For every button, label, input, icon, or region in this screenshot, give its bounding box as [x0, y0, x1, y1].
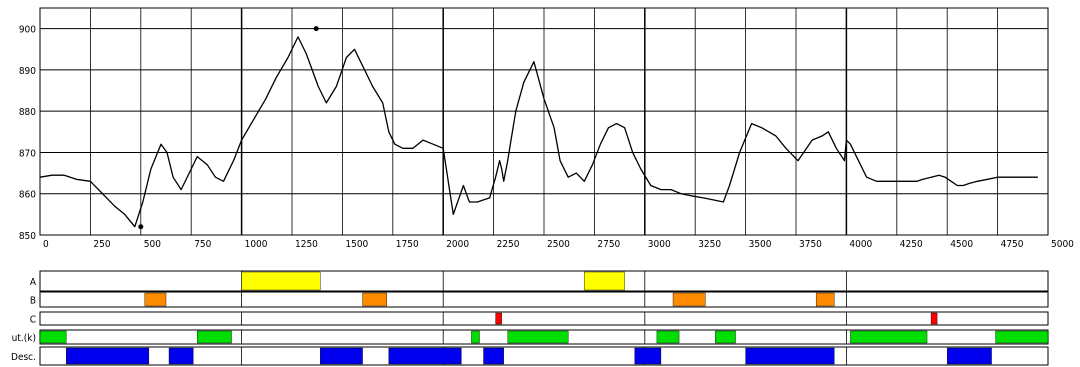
row-segment: [39, 330, 67, 344]
profile-line-series: [39, 26, 1038, 230]
row-segment: [930, 312, 938, 325]
x-tick-label: 3250: [698, 239, 721, 250]
x-tick-label: 3000: [648, 239, 671, 250]
x-tick-label: 4000: [849, 239, 872, 250]
row-segment: [320, 347, 363, 365]
x-tick-label: 2500: [547, 239, 570, 250]
row-segment: [745, 347, 835, 365]
x-tick-label: 4500: [950, 239, 973, 250]
x-tick-label: 250: [93, 239, 110, 250]
chart-grid: [39, 7, 1049, 236]
row-label: B: [30, 296, 36, 307]
row-segment: [483, 347, 504, 365]
row-label: C: [30, 315, 36, 326]
row-segment: [584, 271, 625, 291]
point-marker: [313, 26, 319, 32]
y-tick-label: 880: [19, 107, 36, 118]
row-segment: [495, 312, 502, 325]
y-tick-label: 870: [19, 148, 36, 159]
x-tick-label: 4750: [1001, 239, 1024, 250]
row-segment: [507, 330, 569, 344]
x-tick-label: 3750: [799, 239, 822, 250]
x-tick-label: 1750: [396, 239, 419, 250]
row-segment: [995, 330, 1049, 344]
row-segment: [66, 347, 150, 365]
x-tick-label: 5000: [1051, 239, 1074, 250]
x-tick-label: 1250: [295, 239, 318, 250]
row-label: A: [30, 277, 37, 288]
x-tick-label: 4250: [900, 239, 923, 250]
row-segment: [715, 330, 736, 344]
row-segment: [672, 292, 706, 307]
x-tick-label: 2250: [497, 239, 520, 250]
series-line: [39, 36, 1038, 228]
y-axis-ticks: 850 860 870 880 890 900: [19, 25, 36, 242]
row-frame: [39, 291, 1049, 308]
x-tick-label: 2750: [597, 239, 620, 250]
row-segment: [656, 330, 680, 344]
y-tick-label: 860: [19, 190, 36, 201]
row-segment: [815, 292, 835, 307]
row-frame: [39, 270, 1049, 292]
y-tick-label: 850: [19, 231, 36, 242]
row-segment: [168, 347, 194, 365]
row-segment: [947, 347, 992, 365]
x-tick-label: 1000: [245, 239, 268, 250]
point-marker: [138, 224, 144, 230]
y-tick-label: 890: [19, 66, 36, 77]
row-frame: [39, 311, 1049, 326]
row-segment: [144, 292, 167, 307]
x-tick-label: 500: [144, 239, 161, 250]
x-tick-label: 750: [194, 239, 211, 250]
row-segment: [362, 292, 387, 307]
x-tick-label: 2000: [446, 239, 469, 250]
row-segment: [850, 330, 928, 344]
row-segment: [388, 347, 462, 365]
row-label: ut.(k): [12, 333, 36, 344]
x-tick-label: 0: [43, 239, 49, 250]
row-segment: [197, 330, 232, 344]
row-segment: [634, 347, 662, 365]
x-tick-label: 3500: [749, 239, 772, 250]
row-segment: [471, 330, 480, 344]
x-axis-ticks: 0 250 500 750 1000 1250 1500 1750 2000 2250 2500 27…: [43, 239, 1074, 250]
row-segment: [241, 271, 321, 291]
y-tick-label: 900: [19, 25, 36, 36]
x-tick-label: 1500: [345, 239, 368, 250]
row-label: Desc.: [11, 352, 36, 363]
